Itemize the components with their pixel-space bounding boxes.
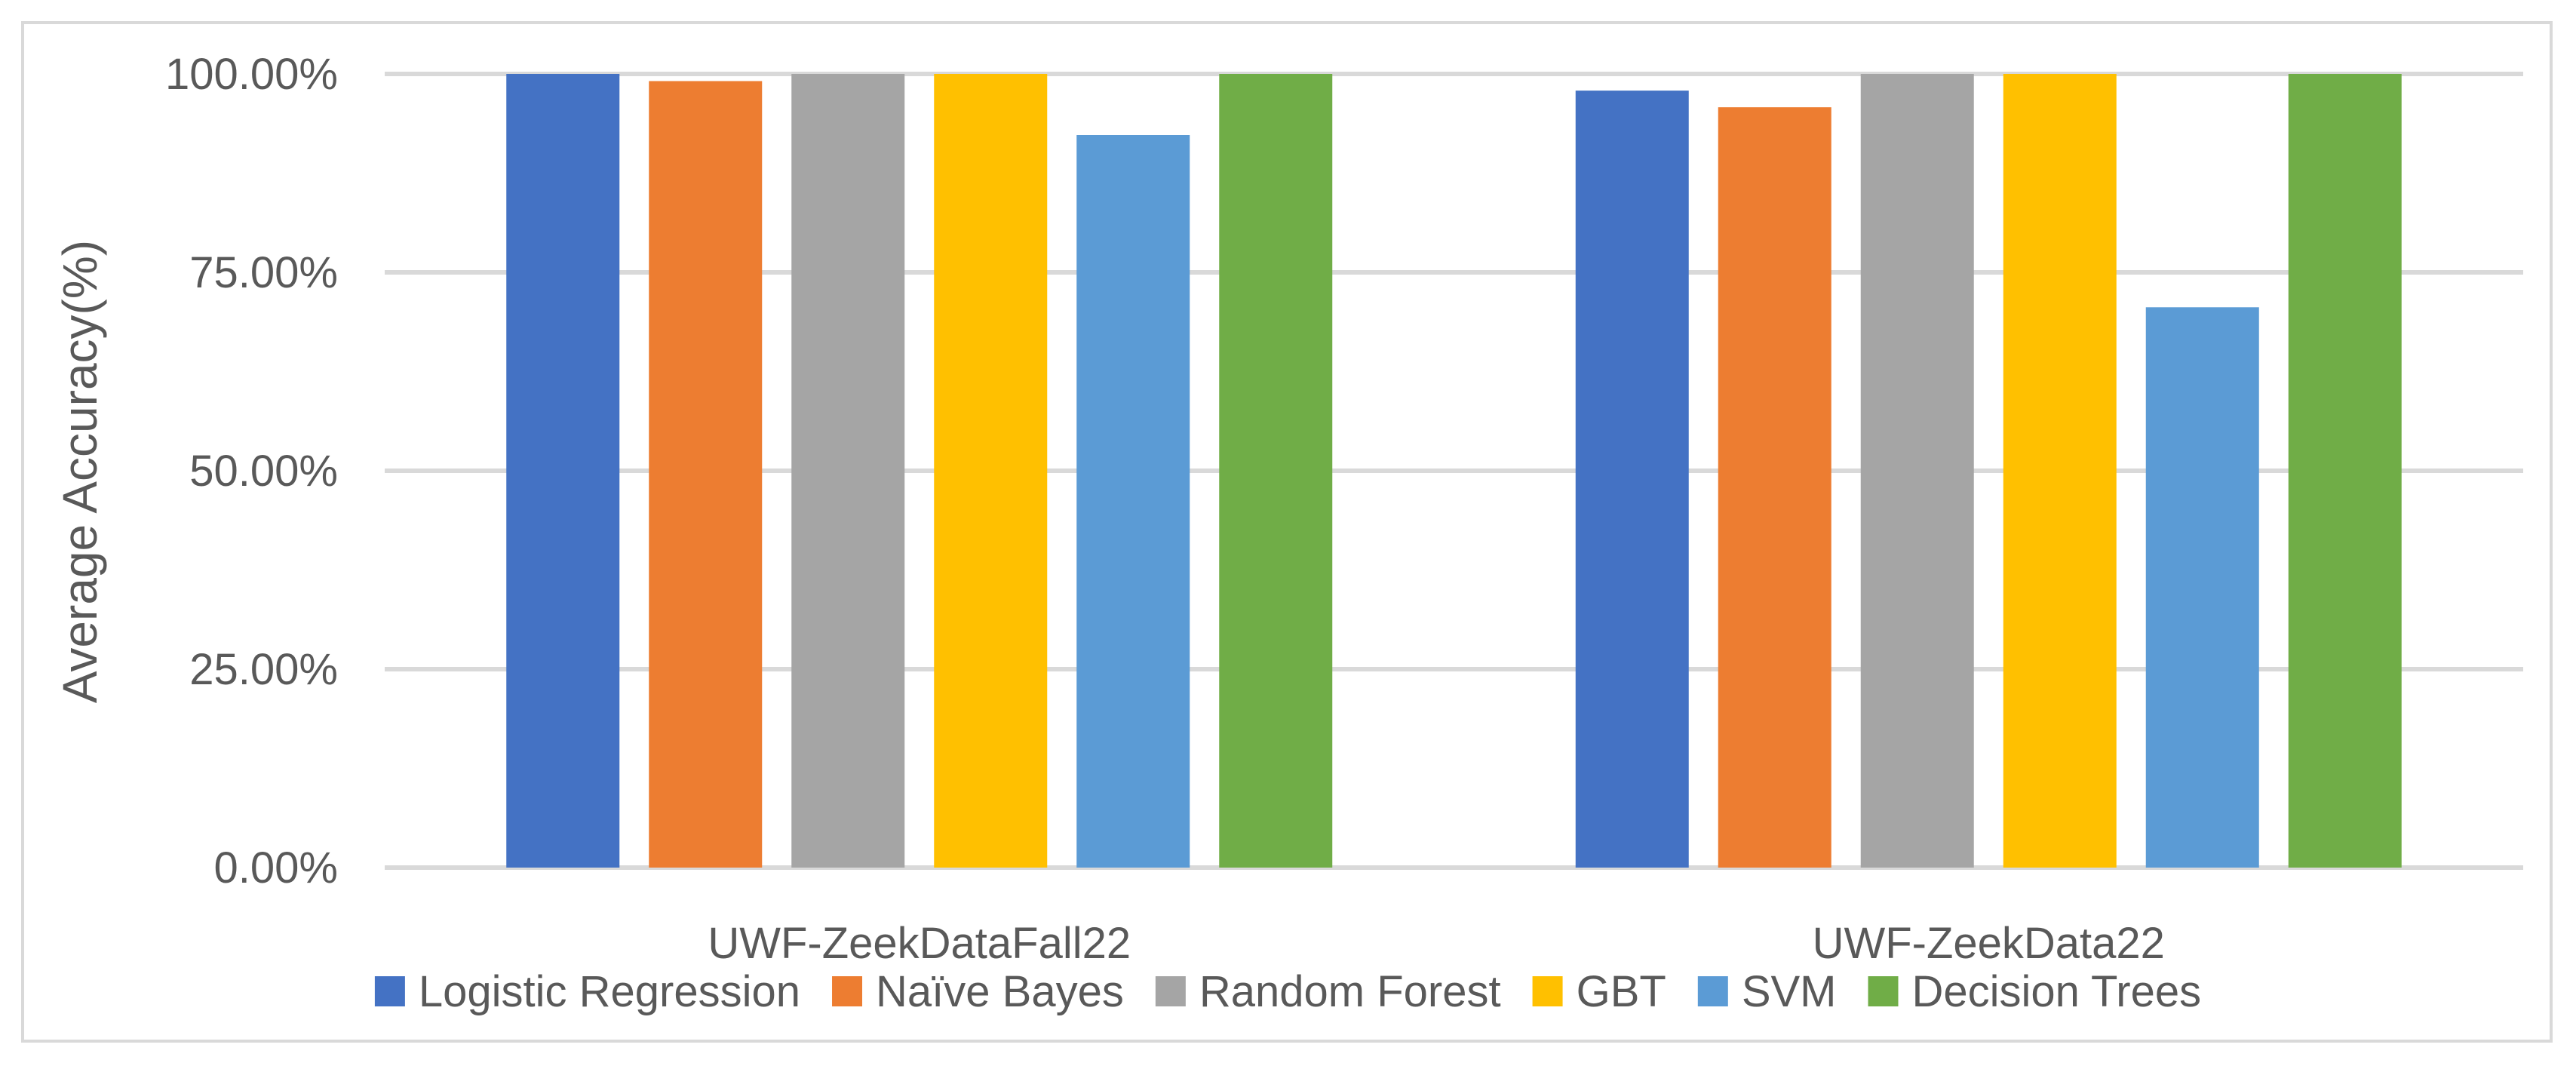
legend-swatch [1868, 976, 1899, 1006]
y-tick-label: 100.00% [165, 50, 338, 99]
legend-label: Random Forest [1199, 967, 1501, 1016]
bar-na-ve-bayes-0 [649, 81, 763, 868]
y-tick-label: 75.00% [189, 248, 338, 297]
bar-logistic-regression-0 [506, 74, 620, 868]
y-tick-label: 0.00% [214, 843, 338, 892]
y-axis-ticks: 0.00% 25.00% 50.00% 75.00% 100.00% [165, 50, 338, 892]
y-tick-label: 25.00% [189, 645, 338, 694]
bar-svm-0 [1076, 135, 1190, 868]
bar-na-ve-bayes-1 [1718, 107, 1831, 868]
bar-gbt-1 [2003, 74, 2117, 868]
bar-decision-trees-0 [1219, 74, 1333, 868]
legend-label: GBT [1577, 967, 1666, 1016]
legend-swatch [832, 976, 863, 1006]
legend-label: Logistic Regression [419, 967, 800, 1016]
legend-label: SVM [1742, 967, 1837, 1016]
bar-random-forest-1 [1860, 74, 1974, 868]
x-category-label: UWF-ZeekDataFall22 [708, 919, 1131, 968]
bar-decision-trees-1 [2288, 74, 2402, 868]
legend: Logistic Regression Naïve Bayes Random For… [374, 967, 2202, 1016]
bar-random-forest-0 [791, 74, 905, 868]
legend-swatch [1155, 976, 1186, 1006]
legend-swatch [1697, 976, 1728, 1006]
x-category-label: UWF-ZeekData22 [1813, 919, 2165, 968]
x-axis-categories: UWF-ZeekDataFall22 UWF-ZeekData22 [708, 919, 2165, 968]
y-tick-label: 50.00% [189, 447, 338, 496]
y-axis-title: Average Accuracy(%) [53, 240, 107, 703]
legend-swatch [374, 976, 405, 1006]
legend-swatch [1532, 976, 1563, 1006]
bars [506, 74, 2402, 868]
bar-logistic-regression-1 [1575, 91, 1689, 868]
bar-svm-1 [2145, 307, 2259, 868]
legend-label: Naïve Bayes [876, 967, 1124, 1016]
bar-gbt-0 [934, 74, 1048, 868]
legend-label: Decision Trees [1912, 967, 2202, 1016]
